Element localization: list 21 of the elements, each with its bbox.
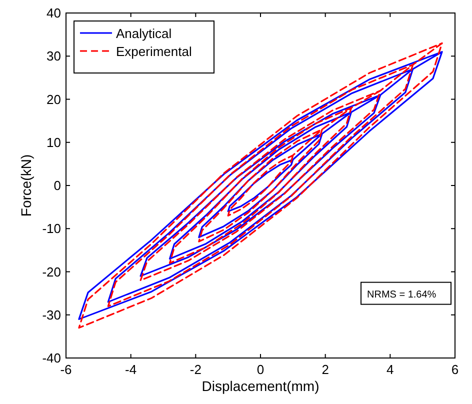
x-tick-label: -2 [190,362,202,377]
x-axis-title: Displacement(mm) [202,378,320,394]
y-tick-label: -20 [42,264,61,280]
annotation: NRMS = 1.64% [367,289,436,300]
x-tick-label: -6 [60,362,72,377]
y-tick-label: -30 [42,307,61,322]
x-tick-label: 6 [451,362,459,377]
y-tick-label: 40 [46,6,61,20]
x-tick-label: 2 [322,362,329,377]
y-tick-label: 10 [46,134,61,150]
x-tick-label: -4 [125,362,137,377]
y-tick-label: -10 [42,221,61,236]
y-tick-label: 20 [46,92,61,107]
y-tick-label: 30 [46,48,61,64]
y-tick-label: -40 [42,350,61,366]
x-tick-label: 0 [256,362,264,377]
y-tick-label: 0 [54,178,61,193]
y-axis-title: Force(kN) [18,154,34,217]
legend-label: Analytical [116,26,172,41]
legend-label: Experimental [116,44,192,59]
x-tick-label: 4 [386,362,394,377]
